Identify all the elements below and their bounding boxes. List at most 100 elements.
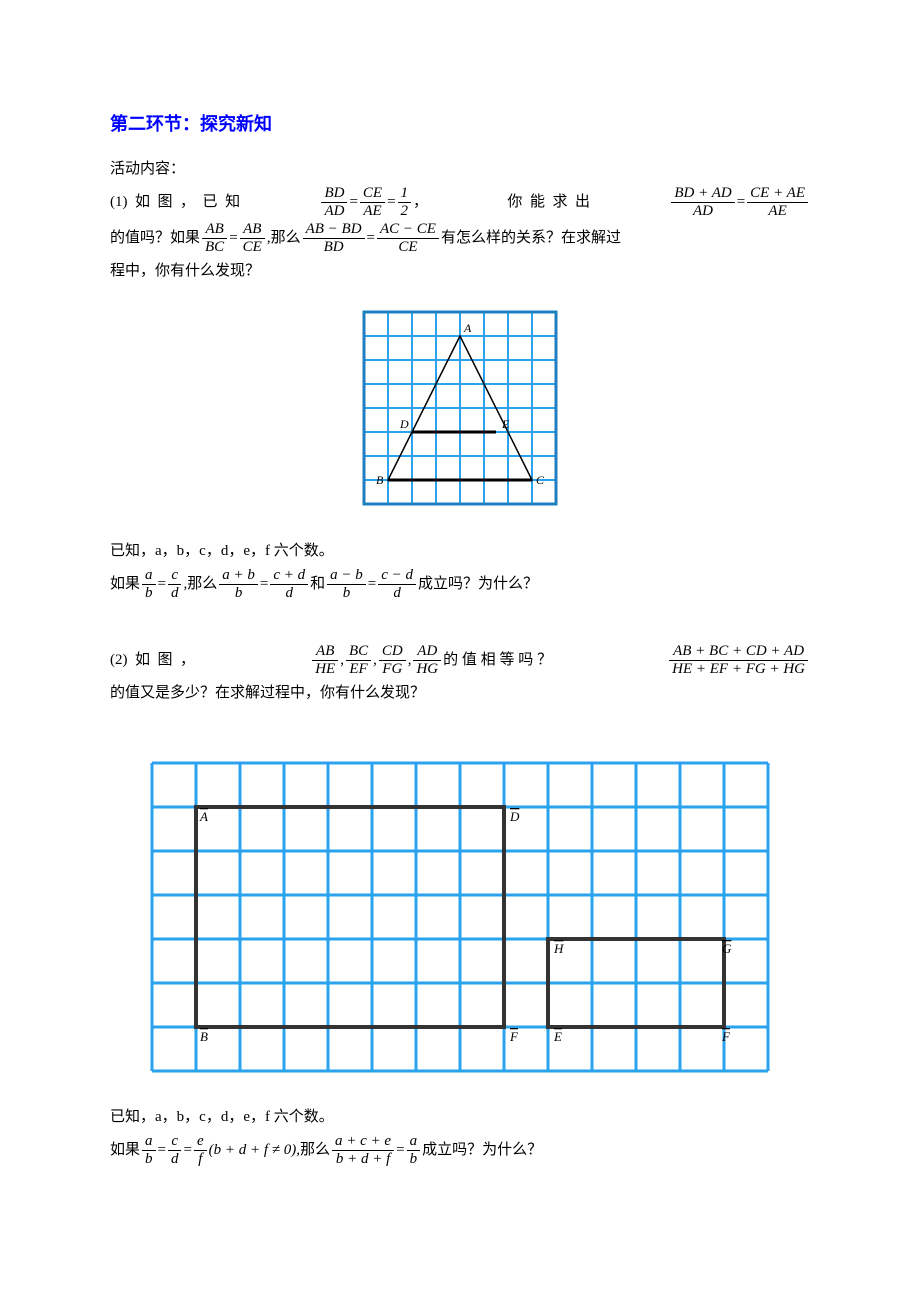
p3-sum: AB + BC + CD + ADHE + EF + FG + HG [667,644,810,677]
t: 的 [443,642,458,678]
p1-mid: 你 能 求 出 [507,184,590,220]
svg-text:E: E [501,417,510,431]
svg-text:D: D [509,809,520,824]
t: 你 [507,184,522,220]
svg-text:E: E [553,1029,562,1044]
p1-line2: 的值吗？如果 ABBC = ABCE ,那么 AB − BDBD = AC − … [110,220,810,256]
num: AB [312,644,338,661]
num: CD [379,644,406,661]
t: 求 [552,184,567,220]
p3-line2: 的值又是多少？在求解过程中，你有什么发现？ [110,678,810,708]
num: BD [321,186,347,203]
den: EF [346,661,371,677]
figure-1: A B C D E [110,304,810,512]
num: c + d [270,568,308,585]
spacer [110,708,810,738]
t: 那么 [187,566,217,602]
num: e [194,1134,207,1151]
den: f [194,1151,207,1167]
num: 1 [398,186,412,203]
num: AC − CE [377,222,439,239]
intro-label: 活动内容： [110,154,810,184]
num: BC [346,644,371,661]
t: 图 [158,642,173,678]
t: 的值吗？如果 [110,220,200,256]
t: 图 [158,184,173,220]
section-title: 第二环节：探究新知 [110,110,810,136]
p1-line1: (1) 如 图 ， 已 知 BDAD = CEAE = 12 ， 你 能 求 出… [110,184,810,220]
p4-known: 已知，a，b，c，d，e，f 六个数。 [110,1102,810,1132]
num: AB − BD [303,222,365,239]
t: 有怎么样的关系？在求解过 [441,220,621,256]
t: 如 [135,642,150,678]
den: AE [747,203,808,219]
p3-ratios: ABHE , BCEF , CDFG , ADHG 的 值 相 等 吗 ？ [310,642,552,678]
p4-eq: 如果 ab = cd = ef (b + d + f ≠ 0), 那么 a + … [110,1132,810,1168]
t: 成立吗？为什么？ [418,566,538,602]
den: b + d + f [332,1151,394,1167]
den: AD [321,203,347,219]
den: b [407,1151,421,1167]
svg-text:C: C [536,473,545,487]
den: AE [360,203,385,219]
grid-rects-svg: ADBFHGEF [145,756,775,1078]
num: c [168,568,182,585]
t: 出 [575,184,590,220]
den: HG [413,661,441,677]
spacer [110,602,810,642]
num: a [142,1134,156,1151]
t: 如 [135,184,150,220]
t: 值 [462,642,477,678]
num: a [407,1134,421,1151]
t: ， [180,184,195,220]
svg-text:B: B [200,1029,208,1044]
t: , [340,642,344,678]
document-page: 第二环节：探究新知 活动内容： (1) 如 图 ， 已 知 BDAD = CEA… [0,0,920,1228]
svg-text:G: G [722,941,732,956]
t: 能 [530,184,545,220]
svg-text:B: B [376,473,384,487]
p1-line3: 程中，你有什么发现？ [110,256,810,286]
svg-text:F: F [721,1029,731,1044]
t: ,那么 [267,220,301,256]
t: 成立吗？为什么？ [422,1132,542,1168]
den: d [168,1151,182,1167]
den: b [327,585,366,601]
num: a [142,568,156,585]
svg-text:A: A [199,809,208,824]
svg-text:F: F [509,1029,519,1044]
grid-triangle-svg: A B C D E [356,304,564,512]
num: c − d [378,568,416,585]
t: (2) [110,642,128,678]
t: 相 [481,642,496,678]
p1-lead: (1) 如 图 ， 已 知 [110,184,240,220]
t: 如果 [110,1132,140,1168]
den: b [219,585,258,601]
figure-2: ADBFHGEF [110,756,810,1078]
num: a + b [219,568,258,585]
t: , [373,642,377,678]
num: AB + BC + CD + AD [669,644,808,661]
den: BD [303,239,365,255]
den: d [168,585,182,601]
t: ， [413,184,428,220]
t: ？ [537,642,552,678]
num: CE [360,186,385,203]
den: 2 [398,203,412,219]
p3-line1: (2) 如 图 ， ABHE , BCEF , CDFG , ADHG 的 值 … [110,642,810,678]
den: b [142,585,156,601]
num: a − b [327,568,366,585]
svg-text:D: D [399,417,409,431]
t: 和 [310,566,325,602]
den: d [270,585,308,601]
den: HE + EF + FG + HG [669,661,808,677]
den: HE [312,661,338,677]
svg-text:A: A [463,321,472,335]
t: 等 [499,642,514,678]
num: AB [202,222,227,239]
t: 吗 [518,642,533,678]
t: 知 [225,184,240,220]
t: ， [180,642,195,678]
t: , [408,642,412,678]
den: FG [379,661,406,677]
